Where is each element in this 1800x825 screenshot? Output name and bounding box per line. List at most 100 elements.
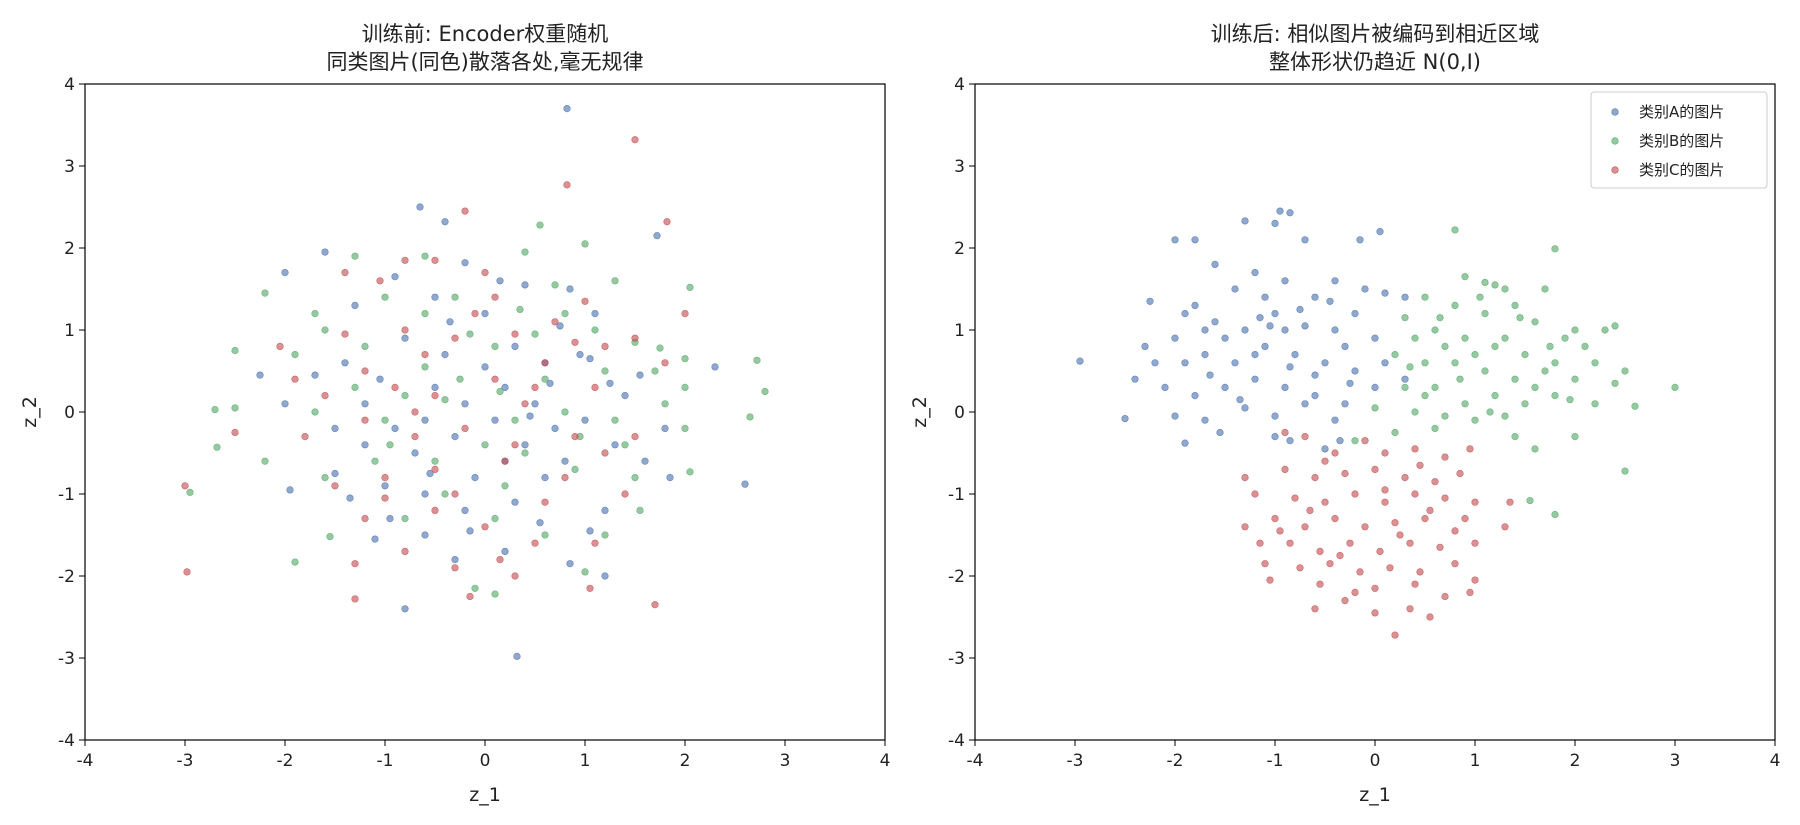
- data-point: [401, 256, 409, 264]
- data-point: [1371, 334, 1379, 342]
- data-point: [1316, 580, 1324, 588]
- data-point: [416, 203, 424, 211]
- data-point: [1336, 437, 1344, 445]
- data-point: [401, 547, 409, 556]
- legend-label: 类别A的图片: [1639, 103, 1724, 121]
- x-tick-label: -1: [1267, 751, 1284, 771]
- data-point: [1206, 371, 1214, 379]
- data-point: [663, 218, 671, 226]
- data-point: [183, 568, 191, 576]
- data-point: [591, 383, 599, 392]
- data-point: [1441, 494, 1449, 502]
- data-point: [461, 207, 469, 215]
- data-point: [1571, 433, 1579, 441]
- data-point: [1251, 490, 1259, 498]
- data-point: [431, 457, 439, 465]
- data-point: [581, 568, 589, 576]
- data-point: [1321, 359, 1329, 367]
- data-point: [661, 400, 669, 408]
- data-point: [256, 371, 264, 379]
- data-point: [1266, 576, 1274, 584]
- data-point: [1381, 498, 1389, 506]
- data-point: [681, 383, 689, 392]
- data-point: [681, 310, 689, 318]
- data-point: [1301, 322, 1309, 330]
- data-point: [621, 392, 629, 400]
- data-point: [376, 277, 384, 285]
- y-tick-label: 0: [64, 403, 75, 423]
- data-point: [1381, 289, 1389, 297]
- data-point: [686, 468, 694, 476]
- data-point: [181, 482, 189, 490]
- data-point: [421, 252, 429, 260]
- data-point: [511, 416, 519, 424]
- y-tick-label: 1: [64, 321, 75, 341]
- x-tick-label: 4: [880, 751, 891, 771]
- data-point: [421, 490, 429, 498]
- data-point: [656, 344, 664, 352]
- data-point: [1361, 285, 1369, 293]
- data-point: [1391, 351, 1399, 359]
- data-point: [621, 490, 629, 498]
- data-point: [1541, 367, 1549, 375]
- after-training-panel: 训练后: 相似图片被编码到相近区域 整体形状仍趋近 N(0,I) -4 -3 -2 -…: [909, 22, 1780, 806]
- data-point: [381, 474, 389, 482]
- data-point: [521, 281, 529, 289]
- data-point: [1171, 236, 1179, 244]
- data-point: [1591, 400, 1599, 408]
- y-tick-label: 4: [954, 75, 965, 95]
- data-point: [1171, 412, 1179, 420]
- data-point: [1376, 547, 1384, 556]
- data-point: [1371, 404, 1379, 412]
- data-point: [1171, 334, 1179, 342]
- y-tick-label: 2: [954, 239, 965, 259]
- data-point: [321, 392, 329, 400]
- data-point: [1361, 523, 1369, 531]
- data-point: [496, 555, 504, 564]
- data-point: [1601, 326, 1609, 334]
- data-point: [686, 283, 694, 291]
- data-point: [1301, 400, 1309, 408]
- y-tick-label: 2: [64, 239, 75, 259]
- data-point: [291, 558, 299, 566]
- data-point: [1431, 326, 1439, 334]
- data-point: [1571, 326, 1579, 334]
- data-point: [311, 371, 319, 379]
- data-point: [1561, 334, 1569, 342]
- data-point: [1566, 396, 1574, 404]
- data-point: [321, 326, 329, 334]
- data-point: [431, 506, 439, 515]
- data-point: [421, 351, 429, 359]
- data-point: [491, 514, 499, 523]
- data-point: [1276, 207, 1284, 215]
- data-point: [361, 514, 369, 523]
- data-point: [606, 379, 614, 387]
- data-point: [1351, 367, 1359, 375]
- data-point: [1351, 437, 1359, 445]
- x-tick-label: 4: [1770, 751, 1781, 771]
- data-point: [421, 310, 429, 318]
- y-tick-label: -2: [58, 567, 75, 587]
- y-tick-label: -3: [948, 649, 965, 669]
- series-A: [1076, 207, 1409, 453]
- data-point: [1331, 326, 1339, 334]
- data-point: [1671, 383, 1679, 392]
- data-point: [1326, 560, 1334, 568]
- data-point: [466, 592, 474, 601]
- y-axis-label: z_2: [19, 396, 41, 428]
- data-point: [1531, 445, 1539, 453]
- data-point: [581, 297, 589, 305]
- data-point: [563, 181, 571, 189]
- data-point: [1331, 277, 1339, 285]
- data-point: [1466, 588, 1474, 597]
- data-point: [381, 293, 389, 301]
- data-point: [381, 416, 389, 424]
- data-point: [331, 424, 339, 433]
- data-point: [1451, 527, 1459, 535]
- data-point: [351, 383, 359, 392]
- data-point: [576, 351, 584, 359]
- data-point: [511, 342, 519, 351]
- data-point: [591, 539, 599, 547]
- data-point: [1241, 404, 1249, 412]
- data-point: [1291, 351, 1299, 359]
